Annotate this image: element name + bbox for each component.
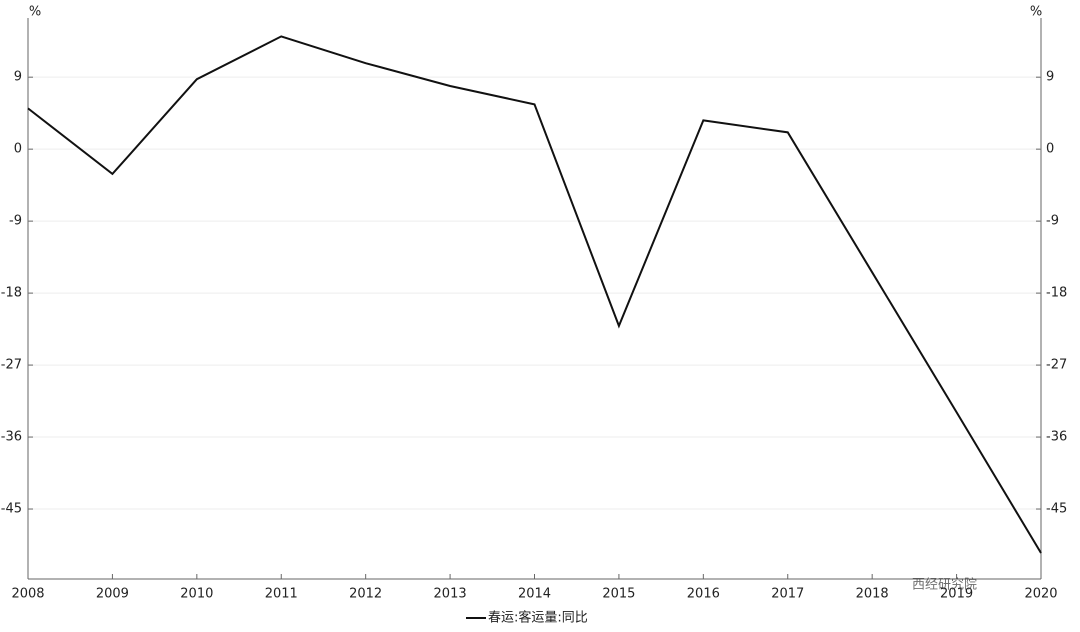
- x-tick-label: 2020: [1024, 587, 1057, 602]
- x-tick-label: 2019: [940, 587, 973, 602]
- y2-unit: %: [1030, 5, 1042, 20]
- y2-tick-label: -9: [1046, 214, 1059, 229]
- x-tick-label: 2011: [265, 587, 298, 602]
- y2-tick-label: -27: [1046, 358, 1067, 373]
- y2-tick-label: -45: [1046, 502, 1067, 517]
- y-unit: %: [29, 5, 41, 20]
- x-tick-label: 2013: [434, 587, 467, 602]
- y-tick-label: -9: [9, 214, 22, 229]
- y-tick-label: -18: [1, 286, 22, 301]
- y-tick-label: -45: [1, 502, 22, 517]
- watermark: 西经研究院: [912, 578, 977, 593]
- y2-tick-label: 9: [1046, 70, 1054, 85]
- x-tick-label: 2014: [518, 587, 551, 602]
- line-series: [27, 35, 1042, 554]
- x-tick-label: 2015: [602, 587, 635, 602]
- y-tick-label: 0: [14, 142, 22, 157]
- y2-tick-label: 0: [1046, 142, 1054, 157]
- x-tick-label: 2016: [687, 587, 720, 602]
- y-tick-label: 9: [14, 70, 22, 85]
- x-tick-label: 2018: [856, 587, 889, 602]
- x-tick-label: 2009: [96, 587, 129, 602]
- y2-tick-label: -36: [1046, 430, 1067, 445]
- x-tick-label: 2008: [11, 587, 44, 602]
- x-tick-label: 2012: [349, 587, 382, 602]
- legend-label: 春运:客运量:同比: [488, 610, 588, 626]
- x-tick-label: 2017: [771, 587, 804, 602]
- y2-tick-label: -18: [1046, 286, 1067, 301]
- x-tick-label: 2010: [180, 587, 213, 602]
- y-tick-label: -36: [1, 430, 22, 445]
- y-tick-label: -27: [1, 358, 22, 373]
